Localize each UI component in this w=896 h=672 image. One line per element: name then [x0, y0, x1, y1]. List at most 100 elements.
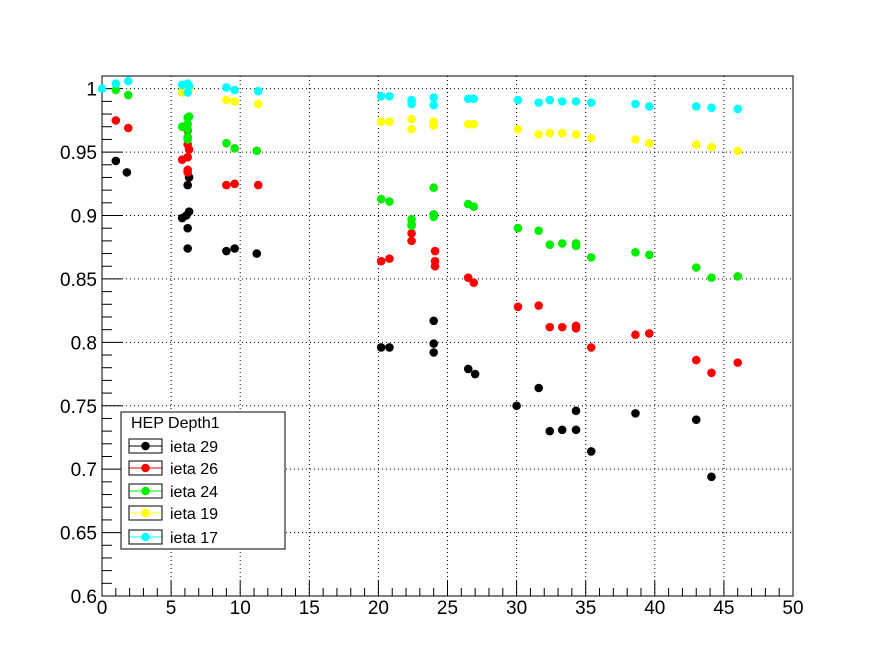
data-point — [430, 261, 440, 271]
y-tick-label: 0.8 — [71, 333, 97, 354]
legend-label: ieta 29 — [170, 439, 218, 456]
data-point — [183, 152, 192, 162]
data-point — [222, 138, 231, 148]
data-point — [631, 409, 640, 418]
data-point — [222, 95, 231, 105]
y-tick-label: 0.9 — [71, 207, 97, 228]
data-point — [97, 84, 107, 93]
y-tick-label: 1 — [86, 80, 97, 101]
data-point — [534, 98, 544, 107]
data-point — [513, 223, 523, 233]
data-point — [586, 447, 596, 456]
data-point — [463, 364, 473, 374]
x-tick-label: 25 — [437, 598, 458, 619]
data-point — [183, 223, 192, 233]
data-point — [644, 102, 654, 111]
data-point — [707, 142, 716, 152]
data-point — [222, 83, 231, 92]
data-point — [184, 112, 194, 121]
data-point — [184, 145, 194, 154]
data-point — [429, 121, 438, 130]
data-point — [513, 124, 523, 134]
data-point — [122, 168, 132, 177]
data-point — [183, 88, 192, 97]
data-point — [691, 102, 701, 111]
data-point — [733, 146, 743, 156]
legend-marker-box — [128, 529, 163, 545]
data-point — [707, 273, 716, 282]
x-tick-label: 10 — [230, 598, 251, 619]
data-point — [571, 324, 581, 333]
data-point — [463, 273, 473, 282]
data-point — [534, 383, 544, 393]
legend-label: ieta 26 — [170, 461, 218, 478]
legend-label: ieta 19 — [170, 506, 218, 523]
data-point — [691, 415, 701, 425]
data-point — [691, 140, 701, 149]
data-point — [512, 401, 521, 411]
x-tick-label: 20 — [368, 598, 389, 619]
data-point — [123, 123, 133, 133]
data-point — [586, 133, 596, 143]
x-tick-labels: 0 5 10 15 20 25 30 35 40 45 50 — [97, 598, 804, 619]
data-point — [407, 228, 416, 238]
x-tick-label: 40 — [644, 598, 665, 619]
y-tick-label: 0.6 — [71, 587, 97, 608]
data-point — [222, 180, 231, 190]
data-point — [534, 226, 544, 236]
data-point — [557, 425, 567, 435]
data-point — [407, 124, 416, 134]
axis-ticks — [101, 75, 794, 597]
data-point — [631, 247, 640, 257]
legend-marker — [141, 463, 150, 473]
data-point — [429, 316, 438, 326]
data-point — [571, 425, 581, 435]
x-tick-label: 0 — [97, 598, 108, 619]
legend-entries: ieta 29 ieta 26 ieta 24 ieta 19 ieta 17 — [128, 438, 218, 547]
data-point — [586, 253, 596, 262]
data-point — [545, 95, 555, 105]
y-tick-label: 0.95 — [60, 143, 97, 164]
data-point — [733, 104, 743, 114]
data-point — [111, 85, 121, 95]
x-tick-label: 35 — [575, 598, 596, 619]
data-point — [429, 339, 438, 348]
data-point — [183, 119, 192, 129]
data-point — [707, 472, 716, 482]
data-point — [376, 117, 386, 126]
legend-marker — [141, 508, 150, 518]
data-point — [631, 135, 640, 144]
data-point — [469, 94, 479, 104]
data-point — [253, 86, 263, 96]
data-point — [407, 99, 416, 109]
x-tick-label: 15 — [299, 598, 320, 619]
data-point — [571, 406, 581, 416]
data-point — [376, 343, 386, 352]
data-point — [183, 180, 192, 190]
data-point — [534, 301, 544, 310]
data-point — [586, 98, 596, 107]
legend-marker-box — [128, 438, 163, 454]
data-point — [733, 358, 743, 367]
data-point — [111, 156, 121, 166]
data-point — [111, 79, 121, 88]
data-point — [376, 256, 386, 266]
series-ieta-17 — [97, 76, 743, 114]
data-points — [97, 76, 743, 482]
data-point — [545, 322, 555, 332]
data-point — [469, 278, 479, 288]
data-point — [571, 130, 581, 139]
data-point — [571, 97, 581, 106]
data-point — [545, 128, 555, 138]
data-point — [545, 426, 555, 436]
y-tick-label: 0.85 — [60, 270, 97, 291]
legend-label: ieta 17 — [170, 530, 218, 547]
legend-marker-box — [128, 505, 163, 521]
data-point — [253, 99, 263, 109]
data-point — [429, 348, 438, 357]
legend-marker — [141, 441, 150, 451]
data-point — [222, 246, 231, 256]
data-point — [385, 197, 394, 206]
data-point — [385, 117, 394, 126]
